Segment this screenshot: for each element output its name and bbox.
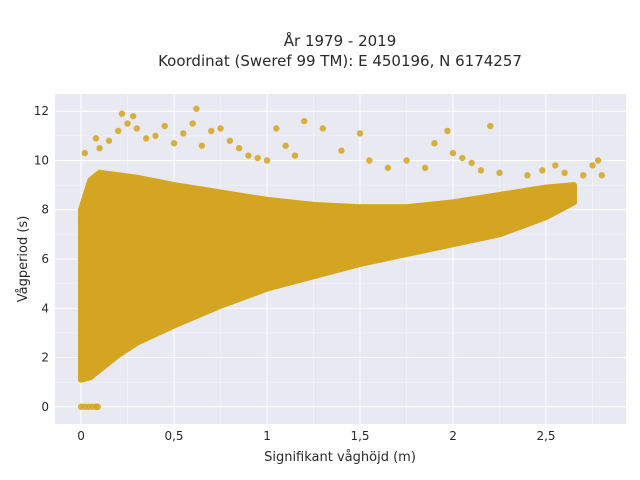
scatter-point: [431, 140, 438, 147]
scatter-point: [105, 137, 113, 144]
x-tick-label: 0: [77, 429, 85, 443]
scatter-point: [477, 167, 485, 174]
chart-title: År 1979 - 2019: [284, 31, 397, 50]
scatter-point: [459, 154, 466, 162]
scatter-point: [208, 127, 215, 135]
scatter-point: [217, 125, 224, 132]
y-tick-label: 8: [41, 203, 49, 217]
scatter-point: [403, 157, 410, 164]
scatter-point: [282, 142, 289, 149]
scatter-point: [338, 147, 345, 154]
x-tick-label: 1,5: [350, 429, 369, 443]
scatter-point: [77, 354, 85, 361]
scatter-point: [539, 167, 546, 174]
scatter-point: [96, 144, 103, 152]
scatter-point: [524, 172, 531, 179]
scatter-point: [449, 149, 457, 157]
dense-point-cloud: [78, 169, 577, 383]
scatter-point: [421, 164, 429, 172]
scatter-point: [552, 162, 559, 169]
scatter-point: [496, 169, 503, 177]
scatter-point: [81, 149, 88, 157]
x-axis-label: Signifikant våghöjd (m): [264, 450, 416, 465]
scatter-point: [198, 142, 206, 149]
scatter-point: [561, 169, 568, 177]
scatter-point: [77, 305, 85, 312]
y-tick-label: 2: [41, 351, 49, 365]
scatter-point: [180, 130, 187, 137]
scatter-point: [273, 125, 280, 132]
scatter-point: [129, 112, 137, 120]
scatter-point: [161, 122, 168, 130]
scatter-point: [77, 218, 85, 226]
scatter-point: [235, 144, 243, 152]
scatter-point: [263, 157, 271, 164]
x-tick-labels: 0 0,5 1 1,5 2 2,5: [77, 429, 555, 443]
scatter-point: [226, 137, 234, 144]
scatter-point: [594, 157, 602, 164]
y-tick-label: 4: [41, 301, 49, 315]
x-tick-label: 2,5: [536, 429, 555, 443]
scatter-point: [152, 132, 159, 140]
scatter-point: [118, 110, 126, 117]
scatter-point: [133, 125, 141, 132]
scatter-point: [193, 105, 200, 112]
y-tick-labels: 0 2 4 6 8 10 12: [34, 104, 49, 414]
scatter-point: [589, 162, 596, 169]
y-tick-label: 12: [34, 104, 49, 118]
scatter-point: [115, 127, 122, 135]
scatter-point: [468, 159, 475, 167]
scatter-point: [444, 127, 451, 135]
scatter-point: [384, 164, 392, 172]
y-tick-label: 10: [34, 153, 49, 167]
x-tick-label: 1: [263, 429, 271, 443]
scatter-point: [291, 152, 299, 159]
scatter-point: [189, 120, 196, 127]
scatter-point: [170, 140, 178, 147]
scatter-point: [356, 130, 364, 137]
scatter-point: [319, 125, 327, 132]
scatter-point: [92, 135, 100, 142]
scatter-points: [77, 105, 606, 410]
x-tick-label: 2: [449, 429, 457, 443]
y-tick-label: 6: [41, 252, 49, 266]
scatter-point: [598, 172, 606, 179]
chart-subtitle: Koordinat (Sweref 99 TM): E 450196, N 61…: [158, 52, 522, 70]
scatter-point: [487, 122, 494, 130]
scatter-point: [124, 120, 131, 127]
scatter-point: [245, 152, 252, 159]
scatter-point: [580, 172, 587, 179]
scatter-point: [142, 135, 150, 142]
y-axis-label: Vågperiod (s): [16, 216, 31, 303]
scatter-point: [254, 154, 261, 162]
x-tick-label: 0,5: [164, 429, 183, 443]
y-tick-label: 0: [41, 400, 49, 414]
scatter-point: [366, 157, 373, 164]
scatter-point: [77, 255, 85, 263]
scatter-point: [301, 117, 308, 125]
scatter-point: [94, 403, 101, 410]
